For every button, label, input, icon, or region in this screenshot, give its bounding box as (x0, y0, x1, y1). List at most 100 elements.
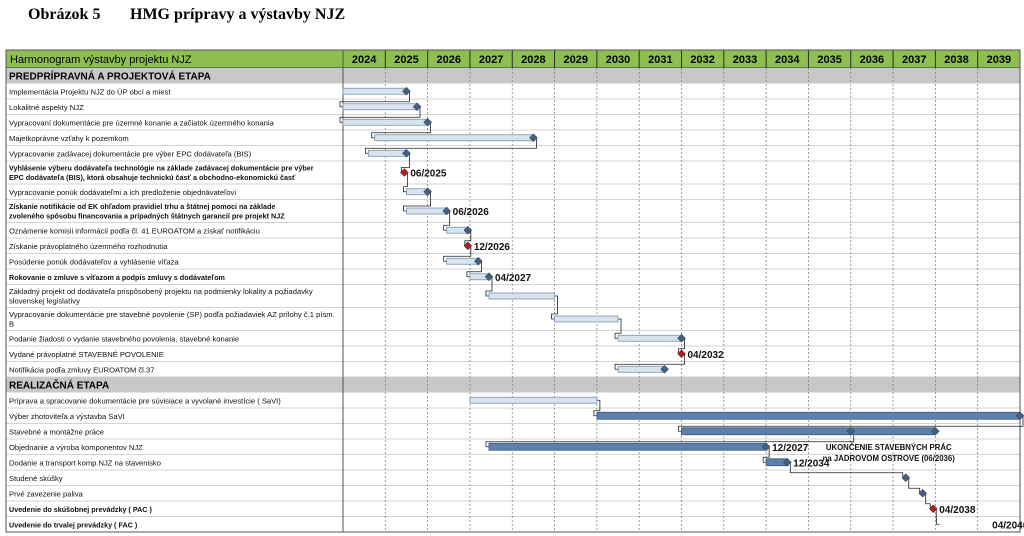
task-bar (446, 257, 479, 265)
year-label: 2031 (648, 54, 672, 66)
year-label: 2037 (902, 54, 926, 66)
task-bar (596, 411, 1021, 420)
connector-line (593, 399, 601, 417)
task-bar (367, 149, 407, 157)
figure-number: Obrázok 5 (28, 6, 101, 23)
task-end-marker (931, 426, 940, 436)
task-bar (374, 134, 534, 142)
task-label: Prvé zavezenie paliva (9, 490, 84, 499)
year-label: 2026 (437, 54, 461, 66)
task-label: Vypracovaní dokumentácie pre územné kona… (9, 119, 275, 128)
task-label: Uvedenie do trvalej prevádzky ( FAC ) (9, 521, 138, 530)
task-label: Príprava a spracovanie dokumentácie pre … (9, 397, 281, 406)
milestone-marker (901, 473, 911, 483)
task-end-marker (677, 333, 686, 343)
task-label: Majetkoprávne vzťahy k pozemkom (9, 134, 129, 143)
year-label: 2025 (394, 54, 418, 66)
date-label: 04/2032 (688, 350, 725, 361)
year-label: 2036 (860, 54, 884, 66)
task-label: Vyhlásenie výberu dodávateľa technológie… (9, 164, 314, 183)
section-row (6, 377, 1020, 393)
task-end-marker (412, 102, 422, 112)
task-label: Podanie žiadosti o vydanie stavebného po… (9, 335, 239, 344)
task-bar (342, 118, 429, 126)
task-label: Dodanie a transport komp.NJZ na stavenis… (9, 459, 161, 468)
chart-title: Harmonogram výstavby projektu NJZ (10, 54, 192, 66)
task-bar (617, 334, 682, 342)
task-bar (469, 396, 598, 404)
task-bar (681, 427, 936, 436)
date-label: 04/2038 (939, 505, 976, 516)
task-end-marker (402, 148, 411, 158)
task-bar (342, 87, 407, 95)
task-label: Uvedenie do skúšobnej prevádzky ( PAC ) (9, 505, 152, 514)
year-label: 2027 (479, 54, 503, 66)
task-label: Rokovanie o zmluve s víťazom a podpis zm… (9, 273, 225, 282)
section-label: PREDPRÍPRAVNÁ A PROJEKTOVÁ ETAPA (9, 70, 211, 83)
task-label: Stavebné a montážne práce (9, 428, 104, 437)
milestone-marker (928, 504, 938, 514)
task-bar (617, 365, 665, 373)
task-end-marker (423, 187, 432, 197)
date-label: 06/2025 (410, 169, 447, 180)
task-bar (406, 207, 448, 215)
date-label: 04/2040 (992, 520, 1024, 531)
year-label: 2029 (563, 54, 587, 66)
task-label: Získanie právoplatného územného rozhodnu… (9, 242, 168, 251)
date-label: 12/2034 (793, 458, 830, 469)
task-bar (554, 315, 619, 323)
year-label: 2024 (352, 54, 377, 66)
task-end-marker (442, 206, 452, 216)
year-label: 2032 (690, 54, 714, 66)
task-end-marker (660, 364, 669, 374)
year-label: 2039 (987, 54, 1011, 66)
milestone-marker (399, 168, 409, 177)
task-label: Vypracovanie dokumentácie pre stavebné p… (9, 310, 335, 329)
year-label: 2030 (606, 54, 630, 66)
figure-caption: Obrázok 5 HMG prípravy a výstavby NJZ (28, 6, 345, 24)
task-end-marker (1015, 411, 1024, 421)
year-label: 2038 (944, 54, 968, 66)
task-end-marker (423, 117, 432, 127)
task-label: Notifikácia podľa zmluvy EUROATOM čl.37 (9, 366, 154, 375)
year-label: 2033 (733, 54, 757, 66)
task-inner-marker (846, 426, 856, 436)
task-bar (488, 292, 555, 300)
section-row (6, 68, 1020, 84)
annotation-text: UKONČENIE STAVEBNÝCH PRÁC (826, 443, 952, 452)
milestone-marker (463, 241, 473, 251)
task-label: Objednanie a výroba komponentov NJZ (9, 443, 143, 452)
section-label: REALIZAČNÁ ETAPA (9, 379, 109, 392)
task-label: Výber zhotoviteľa a výstavba SaVI (9, 412, 125, 421)
task-end-marker (463, 225, 473, 235)
task-label: Studené skúšky (9, 474, 63, 483)
task-label: Vypracovanie ponúk dodávateľmi a ich pre… (9, 188, 236, 197)
task-end-marker (484, 272, 494, 282)
task-label: Vypracovanie zadávacej dokumentácie pre … (9, 150, 252, 159)
task-bar (342, 103, 418, 111)
task-label: Vydané právoplatné STAVEBNÉ POVOLENIE (9, 350, 164, 359)
chart-frame (5, 49, 1021, 533)
task-end-marker (529, 133, 538, 143)
figure-title: HMG prípravy a výstavby NJZ (130, 6, 346, 23)
task-label: Posúdenie ponúk dodávateľov a vyhlásenie… (9, 258, 179, 267)
date-label: 12/2026 (474, 242, 511, 253)
task-end-marker (761, 442, 771, 452)
task-label: Základný projekt od dodávateľa prispôsob… (9, 287, 313, 306)
task-end-marker (402, 86, 411, 96)
year-label: 2035 (817, 54, 841, 66)
year-label: 2028 (521, 54, 545, 66)
date-label: 04/2027 (495, 273, 532, 284)
task-label: Lokalitné aspekty NJZ (9, 103, 84, 112)
connector-line (614, 318, 622, 339)
milestone-marker (677, 349, 686, 359)
task-label: Oznámenie komisii informácií podľa čl. 4… (9, 227, 260, 236)
annotation-text: na JADROVOM OSTROVE (06/2036) (823, 454, 956, 463)
task-label: Implementácia Projektu NJZ do ÚP obcí a … (9, 88, 171, 97)
task-end-marker (474, 256, 483, 266)
task-bar (488, 442, 767, 451)
task-label: Získanie notifikácie od EK ohľadom pravi… (9, 202, 285, 221)
date-label: 12/2027 (772, 443, 809, 454)
connector-line (551, 295, 558, 320)
